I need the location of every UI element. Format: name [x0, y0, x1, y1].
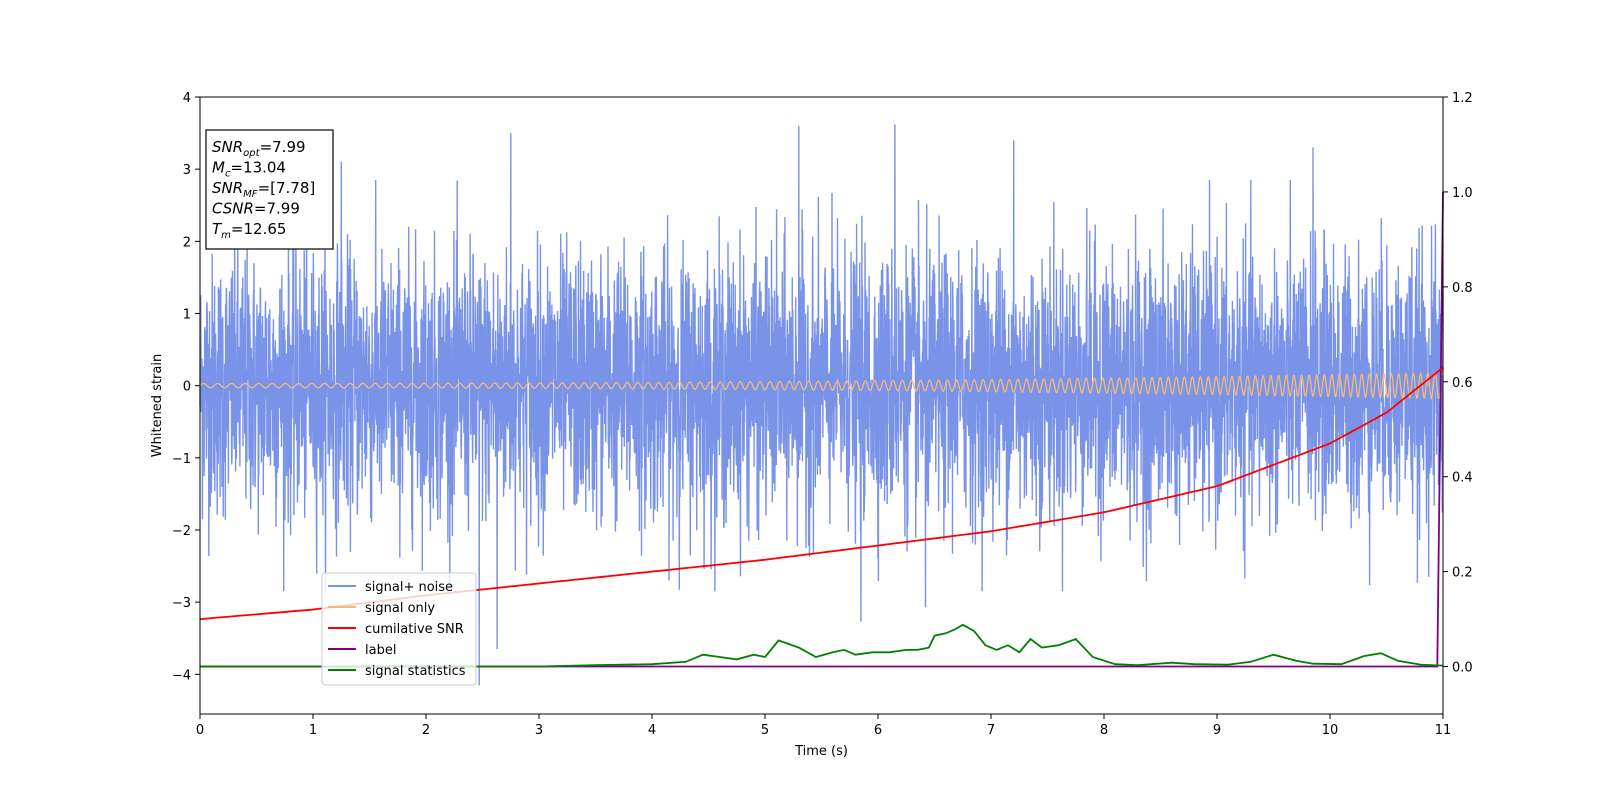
- y-tick-label: −4: [172, 668, 191, 683]
- y-tick-label: 0: [183, 380, 191, 395]
- x-tick-label: 9: [1213, 723, 1221, 738]
- y2-tick-label: 0.8: [1452, 281, 1473, 296]
- signal-noise-series: [199, 124, 1444, 686]
- x-tick-label: 2: [422, 723, 430, 738]
- signal-only-line: [199, 371, 1444, 400]
- plot-frame: [199, 96, 1444, 715]
- y2-tick-label: 1.0: [1452, 186, 1473, 201]
- x-tick-label: 7: [987, 723, 995, 738]
- signal-noise-line: [199, 124, 1444, 686]
- x-axis-label: Time (s): [794, 744, 848, 759]
- x-axis: 0 1 2 3 4 5 6 7 8 9 10 11: [196, 714, 1451, 738]
- x-tick-label: 6: [874, 723, 882, 738]
- legend-entry: signal only: [365, 601, 435, 616]
- legend-entry: label: [365, 643, 396, 658]
- snr-opt-text: SNRopt=7.99: [212, 138, 306, 159]
- y2-tick-label: 1.2: [1452, 91, 1473, 106]
- y2-tick-label: 0.6: [1452, 376, 1473, 391]
- y-tick-label: −3: [172, 596, 191, 611]
- y-axis-right: 0.0 0.2 0.4 0.6 0.8 1.0 1.2: [1443, 91, 1473, 676]
- x-tick-label: 3: [535, 723, 543, 738]
- snr-mf-text: SNRMF=[7.78]: [212, 179, 315, 200]
- x-tick-label: 8: [1100, 723, 1108, 738]
- legend-entry: signal+ noise: [365, 580, 453, 595]
- y2-tick-label: 0.0: [1452, 661, 1473, 676]
- info-box: SNRopt=7.99 Mc=13.04 SNRMF=[7.78] CSNR=7…: [205, 129, 334, 250]
- legend: signal+ noise signal only cumilative SNR la…: [321, 572, 477, 686]
- x-tick-label: 5: [761, 723, 769, 738]
- y-tick-label: 2: [183, 235, 191, 250]
- csnr-text: CSNR=7.99: [212, 200, 300, 218]
- mc-text: Mc=13.04: [212, 159, 286, 180]
- y2-tick-label: 0.4: [1452, 471, 1473, 486]
- x-tick-label: 11: [1435, 723, 1452, 738]
- y-axis-left: −4 −3 −2 −1 0 1 2 3 4: [172, 91, 200, 683]
- y-tick-label: −1: [172, 452, 191, 467]
- x-tick-label: 0: [196, 723, 204, 738]
- label-line: [200, 191, 1444, 668]
- x-tick-label: 10: [1322, 723, 1339, 738]
- x-tick-label: 1: [309, 723, 317, 738]
- signal-statistics-line: [200, 623, 1444, 668]
- signal-only-series: [199, 371, 1444, 400]
- y-tick-label: 1: [183, 307, 191, 322]
- legend-entry: cumilative SNR: [365, 622, 464, 637]
- legend-entry: signal statistics: [365, 664, 466, 679]
- y2-tick-label: 0.2: [1452, 566, 1473, 581]
- x-tick-label: 4: [648, 723, 656, 738]
- y-tick-label: −2: [172, 524, 191, 539]
- y-axis-label: Whitened strain: [150, 354, 165, 457]
- tm-text: Tm=12.65: [212, 220, 286, 241]
- y-tick-label: 3: [183, 163, 191, 178]
- y-tick-label: 4: [183, 91, 191, 106]
